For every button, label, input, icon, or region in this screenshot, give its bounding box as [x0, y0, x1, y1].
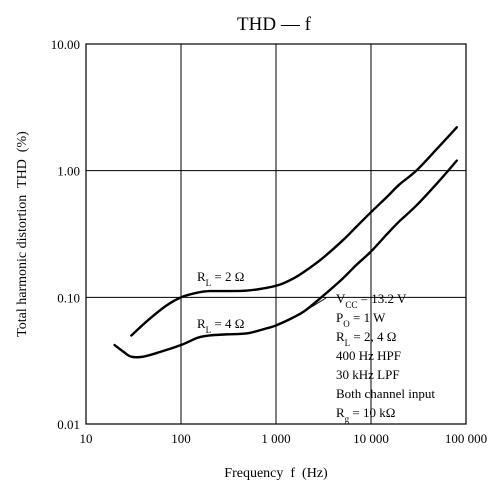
condition-line: RL = 2, 4 Ω	[336, 329, 396, 348]
curve-labels: RL = 2 ΩRL = 4 Ω	[197, 269, 244, 335]
curve-label-rl-2-ohm: RL = 2 Ω	[197, 269, 244, 288]
condition-line-value: = 10 kΩ	[349, 405, 395, 420]
condition-line-main: R	[336, 329, 345, 344]
curve-label-rl-2-ohm-main: R	[197, 269, 206, 284]
curve-label-rl-4-ohm-value: = 4 Ω	[211, 316, 244, 331]
condition-line-subscript: L	[345, 338, 351, 348]
condition-line: VCC = 13.2 V	[336, 291, 407, 310]
condition-line-value: = 1 W	[350, 310, 386, 325]
y-tick-label: 0.01	[57, 417, 80, 432]
series-line-rl-4-ohm	[113, 159, 458, 359]
condition-line: Both channel input	[336, 386, 435, 401]
plot-frame	[85, 43, 467, 425]
condition-line-subscript: CC	[345, 300, 357, 310]
x-tick-label: 10	[80, 431, 93, 446]
condition-line-main: P	[336, 310, 343, 325]
condition-line-value: = 2, 4 Ω	[350, 329, 396, 344]
condition-line: 400 Hz HPF	[336, 348, 401, 363]
curve-label-rl-4-ohm-main: R	[197, 316, 206, 331]
curve-label-rl-2-ohm-value: = 2 Ω	[211, 269, 244, 284]
series-lines	[113, 126, 458, 359]
condition-line-main: R	[336, 405, 345, 420]
curve-label-rl-4-ohm-subscript: L	[206, 325, 212, 335]
x-axis-label: Frequency f (Hz)	[224, 466, 328, 481]
y-tick-label: 10.00	[51, 37, 80, 52]
condition-line-main: Both channel input	[336, 386, 435, 401]
x-tick-labels: 10 100 1 000 10 000 100 000	[80, 431, 488, 446]
y-axis-label: Total harmonic distortion THD (%)	[15, 131, 30, 337]
x-tick-label: 1 000	[261, 431, 290, 446]
series-line-rl-2-ohm	[130, 126, 458, 337]
curve-label-rl-2-ohm-subscript: L	[206, 278, 212, 288]
chart-title: THD — f	[237, 14, 312, 35]
y-tick-label: 1.00	[57, 164, 80, 179]
condition-line-main: V	[336, 291, 346, 306]
condition-line: Rg = 10 kΩ	[336, 405, 395, 424]
condition-line-subscript: g	[345, 414, 350, 424]
x-tick-label: 10 000	[353, 431, 389, 446]
condition-line: PO = 1 W	[336, 310, 386, 329]
condition-line-main: 30 kHz LPF	[336, 367, 400, 382]
y-tick-labels: 0.01 0.10 1.00 10.00	[51, 37, 80, 432]
curve-label-rl-4-ohm: RL = 4 Ω	[197, 316, 244, 335]
conditions-leader-line	[299, 297, 327, 315]
condition-line: 30 kHz LPF	[336, 367, 400, 382]
condition-line-subscript: O	[343, 319, 350, 329]
grid-lines	[86, 44, 466, 424]
condition-line-value: = 13.2 V	[357, 291, 407, 306]
x-tick-label: 100 000	[445, 431, 487, 446]
x-tick-label: 100	[171, 431, 191, 446]
condition-line-main: 400 Hz HPF	[336, 348, 401, 363]
y-tick-label: 0.10	[57, 290, 80, 305]
